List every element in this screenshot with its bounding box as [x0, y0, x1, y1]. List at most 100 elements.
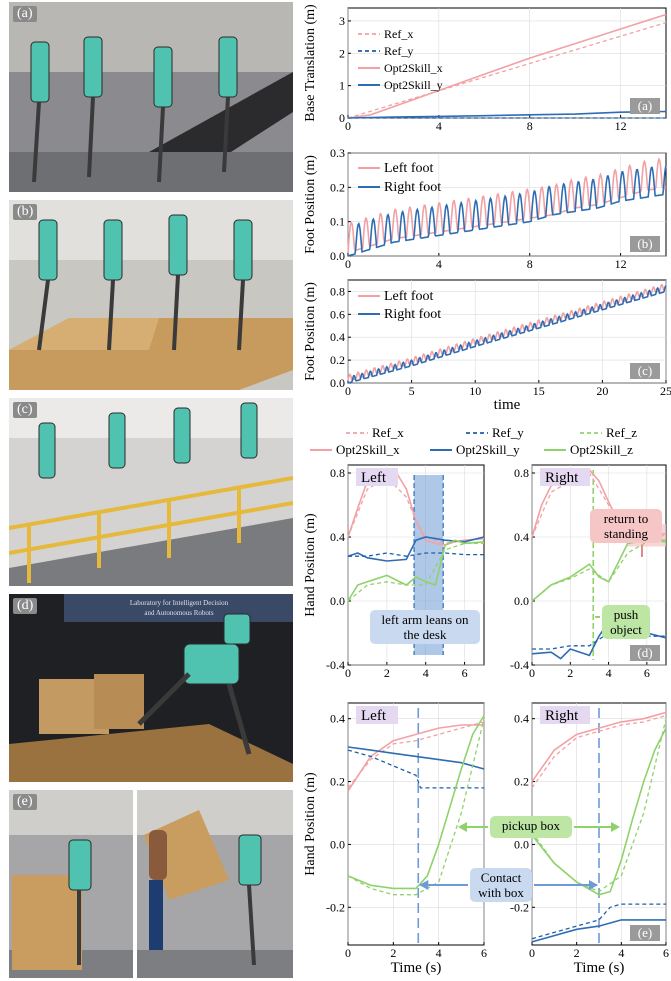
panel-e-contact-arrowhead-left [419, 880, 429, 890]
panel-a-legend-opt-y-text: Opt2Skill_y [384, 78, 443, 92]
panel-e-left-xtick-label: 6 [481, 946, 487, 960]
panel-d-ylabel: Hand Position (m) [303, 513, 318, 617]
panel-c-ytick-label: 0.2 [330, 353, 345, 367]
photo-stairs-walking-image [9, 2, 293, 192]
photo-uneven-terrain-image [9, 200, 293, 390]
panel-a-ytick-label: 2 [339, 46, 345, 60]
panel-d-left-xtick-label: 6 [462, 666, 468, 680]
panel-a-legend-ref-y-text: Ref_y [384, 44, 413, 58]
panel-e-right-xlabel: Time (s) [574, 960, 625, 976]
panel-e-left-series-ref_z [347, 718, 485, 896]
panel-e-right-ytick-label: 0.2 [514, 775, 529, 789]
panel-c-xtick-label: 20 [596, 384, 608, 398]
panel-d-left-ytick-label: -0.4 [326, 658, 345, 672]
panel-c-series-right-foot [347, 285, 667, 384]
panel-e-right-xtick-label: 4 [618, 946, 624, 960]
panel-c-label: (c) [638, 363, 652, 378]
panel-e-left-series-opt2skill_z [347, 715, 485, 890]
panel-b-label: (b) [637, 236, 652, 251]
panel-e-left-ytick-label: 0.4 [330, 712, 345, 726]
panel-e-left-ytick-label: 0.2 [330, 775, 345, 789]
legend-opt-y-text: Opt2Skill_y [456, 442, 520, 457]
panel-e-contact-note-bg [470, 868, 532, 902]
photo-tag-d: (d) [13, 598, 38, 614]
panel-e-pickup-arrowhead-right [611, 822, 620, 832]
photo-pickup-box: (e) [9, 790, 293, 978]
panel-e-left-xtick-label: 2 [390, 946, 396, 960]
panel-e-right-title: Right [545, 708, 579, 724]
panel-d-left-title-bg [356, 468, 398, 486]
photo-uneven-terrain: (b) [9, 200, 293, 390]
panel-d-right-series-ref_x [531, 472, 667, 538]
panel-e-left-series-ref_y [347, 749, 484, 789]
panel-e-right-xtick-label: 0 [529, 946, 535, 960]
panel-d-left-axes: 0 2 4 6 -0.4 0.0 0.4 0.8 [326, 464, 485, 680]
panel-e-right-series-ref_x [531, 714, 667, 789]
panel-d-right-xtick-label: 2 [567, 666, 573, 680]
lab-banner-line2: and Autonomous Robots [144, 609, 214, 617]
panel-e-left-series-opt2skill_y [347, 746, 485, 770]
panel-d-right-ytick-label: 0.4 [514, 530, 529, 544]
photo-column: (a) (b) [0, 0, 300, 981]
panel-e-pickup-note-line1: pickup box [502, 818, 561, 833]
panel-d-push-note-line2: object [610, 622, 642, 637]
panel-b-series-left-foot [347, 157, 667, 253]
panel-e-right-series-ref_z [531, 718, 667, 893]
photo-tag-e: (e) [13, 794, 37, 810]
panel-e-label: (e) [638, 925, 652, 940]
panel-b-xtick-label: 12 [615, 257, 627, 271]
panel-b-legend-right-text: Right foot [384, 180, 441, 195]
panel-c-xtick-label: 5 [409, 384, 415, 398]
panel-a-xtick-label: 8 [527, 119, 533, 133]
panel-c-xtick-label: 10 [469, 384, 481, 398]
panel-e-contact-arrowhead-right [589, 880, 598, 890]
panel-c-xtick-label: 15 [533, 384, 545, 398]
photo-stairs-walking: (a) [9, 2, 293, 192]
photo-ramp: (c) [9, 398, 293, 586]
panel-d-standing-note-line1: return to [604, 511, 648, 526]
panel-d-left-ytick-label: 0.0 [330, 594, 345, 608]
panel-b-ytick-label: 0.2 [330, 180, 345, 194]
panel-c-xtick-label: 25 [660, 384, 671, 398]
panel-e-label-bg [630, 925, 660, 941]
panel-a-label-bg [630, 98, 660, 114]
panel-c-ytick-label: 0.4 [330, 330, 345, 344]
panel-d-left-series-ref_z [347, 542, 484, 602]
panel-c-ylabel: Foot Position (m) [303, 282, 318, 381]
panel-c-ytick-label: 0.8 [330, 284, 345, 298]
panel-d-left-ytick-label: 0.8 [330, 466, 345, 480]
panel-e-left-title-bg [356, 706, 398, 724]
panel-d-right-xtick-label: 6 [644, 666, 650, 680]
panel-e-right-ytick-label: -0.2 [510, 900, 529, 914]
legend-ref-z-text: Ref_z [606, 425, 637, 440]
panel-e-left-series-ref_x [347, 721, 485, 789]
panel-b-xtick-label: 4 [436, 257, 442, 271]
panel-e-left-xtick-label: 4 [436, 946, 442, 960]
panel-c-label-bg [630, 363, 660, 379]
panel-a-xtick-label: 12 [615, 119, 627, 133]
panel-d-left-title: Left [361, 470, 387, 486]
panel-d-left-xtick-label: 0 [345, 666, 351, 680]
panel-e-right-ytick-label: 0.0 [514, 837, 529, 851]
panel-d-left-ytick-label: 0.4 [330, 530, 345, 544]
photo-pickup-box-image [9, 790, 293, 978]
panel-d-right-title-bg [540, 468, 590, 486]
panel-a-series-opt2skill_y [347, 110, 667, 119]
panel-d-left-series-ref_y [348, 552, 484, 557]
panel-e-left-title: Left [361, 708, 387, 724]
photo-push-object-image: Laboratory for Intelligent Decision and … [9, 594, 293, 782]
panel-e-right-ytick-label: 0.4 [514, 712, 529, 726]
panel-d-standing-note-bg [590, 509, 662, 543]
panel-d-right-series-opt2skill_z [531, 539, 666, 602]
panel-d-label: (d) [637, 645, 652, 660]
panel-d-lean-note-line2: the desk [404, 627, 447, 642]
panel-e-left-xlabel: Time (s) [391, 960, 442, 976]
legend-opt-x-text: Opt2Skill_x [336, 442, 400, 457]
panel-b-xtick-label: 8 [527, 257, 533, 271]
legend-opt-z-text: Opt2Skill_z [570, 442, 633, 457]
panel-a-ylabel: Base Translation (m) [303, 4, 318, 122]
panel-b-ytick-label: 0.1 [330, 215, 345, 229]
panel-e-right-xtick-label: 6 [663, 946, 669, 960]
